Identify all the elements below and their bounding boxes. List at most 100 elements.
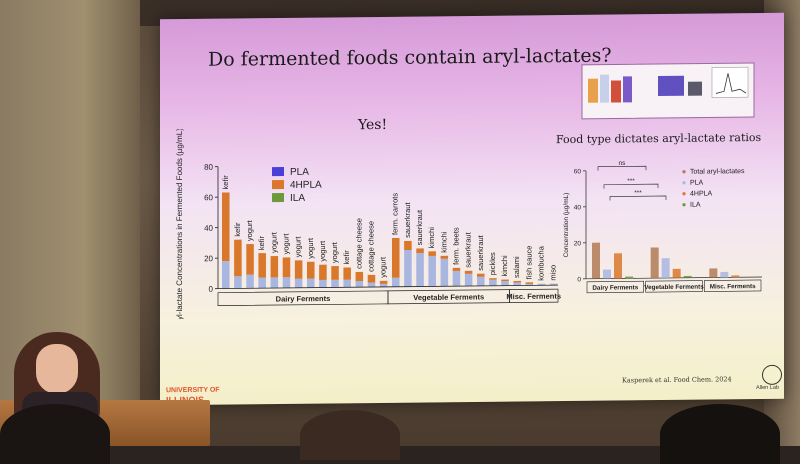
legend-marker xyxy=(682,170,685,173)
bar-category-label: kimchi xyxy=(427,227,436,249)
bar-pla xyxy=(283,277,291,288)
bar-pla xyxy=(453,271,461,286)
bar-category-label: kimchi xyxy=(439,231,448,253)
bar-category-label: fish sauce xyxy=(524,246,533,280)
bar-pla xyxy=(380,284,388,287)
summary-bar xyxy=(603,270,611,279)
group-label: Misc. Ferments xyxy=(710,283,756,290)
bar-pla xyxy=(368,282,376,287)
bar-4hpla xyxy=(234,240,242,277)
bar-pla xyxy=(441,259,449,287)
legend-label: PLA xyxy=(690,180,704,187)
bar-pla xyxy=(428,256,436,287)
bar-category-label: kefir xyxy=(233,222,242,237)
bar-category-label: yogurt xyxy=(281,233,290,255)
bar-4hpla xyxy=(319,265,327,280)
bar-pla xyxy=(513,282,521,285)
summary-bar xyxy=(625,277,633,279)
lab-name: Allen Lab xyxy=(756,385,779,391)
bar-4hpla xyxy=(222,192,230,261)
bar-4hpla xyxy=(513,281,521,283)
legend-marker xyxy=(682,203,685,206)
bar-4hpla xyxy=(246,244,254,275)
bar-4hpla xyxy=(404,241,412,250)
audience-head xyxy=(660,404,780,464)
bar-category-label: yogurt xyxy=(379,256,388,278)
bar-category-label: ferm. beets xyxy=(451,227,460,265)
audience-head xyxy=(0,404,110,464)
summary-bar xyxy=(731,275,739,277)
bar-4hpla xyxy=(368,275,376,283)
bar-4hpla xyxy=(489,278,497,280)
bar-4hpla xyxy=(331,266,339,280)
bar-pla xyxy=(258,277,266,288)
bar-pla xyxy=(295,279,303,288)
bar-category-label: yogurt xyxy=(294,236,303,258)
group-label: Vegetable Ferments xyxy=(644,284,704,292)
summary-bar xyxy=(651,247,659,278)
bar-4hpla xyxy=(343,267,351,279)
bar-4hpla xyxy=(428,251,436,256)
y-tick-label: 60 xyxy=(204,193,213,202)
legend-label: Total aryl-lactates xyxy=(690,168,745,176)
legend-label: 4HPLA xyxy=(690,190,713,197)
summary-bar xyxy=(614,253,622,278)
bar-pla xyxy=(477,277,485,286)
significance-label: *** xyxy=(627,178,635,185)
citation: Kasperek et al. Food Chem. 2024 xyxy=(622,375,732,384)
legend-label: ILA xyxy=(290,193,305,204)
summary-bar xyxy=(720,272,728,277)
significance-label: *** xyxy=(634,190,642,197)
bar-category-label: ferm. carrots xyxy=(391,193,400,235)
summary-bar xyxy=(592,243,600,279)
bar-pla xyxy=(392,278,400,287)
bar-pla xyxy=(489,280,497,286)
summary-bar xyxy=(709,268,717,277)
legend-label: PLA xyxy=(290,167,309,178)
bar-4hpla xyxy=(465,271,473,274)
bar-pla xyxy=(501,281,509,286)
bar-category-label: kimchi xyxy=(500,255,509,277)
bar-4hpla xyxy=(271,256,279,277)
bar-4hpla xyxy=(258,253,266,277)
bar-4hpla xyxy=(416,248,424,253)
lab-logo xyxy=(762,365,782,385)
audience-head xyxy=(300,410,400,460)
bar-category-label: sauerkraut xyxy=(476,234,485,270)
bar-pla xyxy=(319,280,327,288)
legend-swatch xyxy=(272,193,284,202)
bar-4hpla xyxy=(380,281,388,284)
bar-4hpla xyxy=(356,272,364,281)
group-label: Dairy Ferments xyxy=(276,294,331,304)
group-label: Vegetable Ferments xyxy=(413,292,484,302)
bar-pla xyxy=(416,253,424,287)
legend-marker xyxy=(682,181,685,184)
y-tick-label: 0 xyxy=(209,285,214,294)
y-tick-label: 20 xyxy=(204,254,213,263)
slide-title: Do fermented foods contain aryl-lactates… xyxy=(208,45,612,71)
bar-pla xyxy=(307,278,315,287)
y-axis-title: Aryl-lactate Concentrations in Fermented… xyxy=(175,128,184,319)
bar-category-label: sauerkraut xyxy=(464,231,473,267)
bar-4hpla xyxy=(453,268,461,271)
bar-4hpla xyxy=(441,256,449,259)
summary-bar xyxy=(662,258,670,278)
bar-category-label: cottage cheese xyxy=(366,221,375,272)
legend-swatch xyxy=(272,180,284,189)
bar-category-label: pickles xyxy=(488,252,497,275)
bar-category-label: sauerkraut xyxy=(403,202,412,238)
bar-category-label: yogurt xyxy=(330,241,339,263)
legend-swatch xyxy=(272,167,284,176)
legend-marker xyxy=(682,192,685,195)
bar-category-label: kombucha xyxy=(536,245,545,281)
projection-screen: Do fermented foods contain aryl-lactates… xyxy=(160,13,784,406)
summary-bar xyxy=(673,269,681,278)
y-tick-label: 80 xyxy=(204,163,213,172)
group-label: Dairy Ferments xyxy=(592,284,638,291)
y-axis-title: Concentration (µg/mL) xyxy=(563,193,570,258)
bar-category-label: cottage cheese xyxy=(354,218,363,269)
right-chart-title: Food type dictates aryl-lactate ratios xyxy=(556,131,761,146)
bar-category-label: yogurt xyxy=(269,231,278,253)
